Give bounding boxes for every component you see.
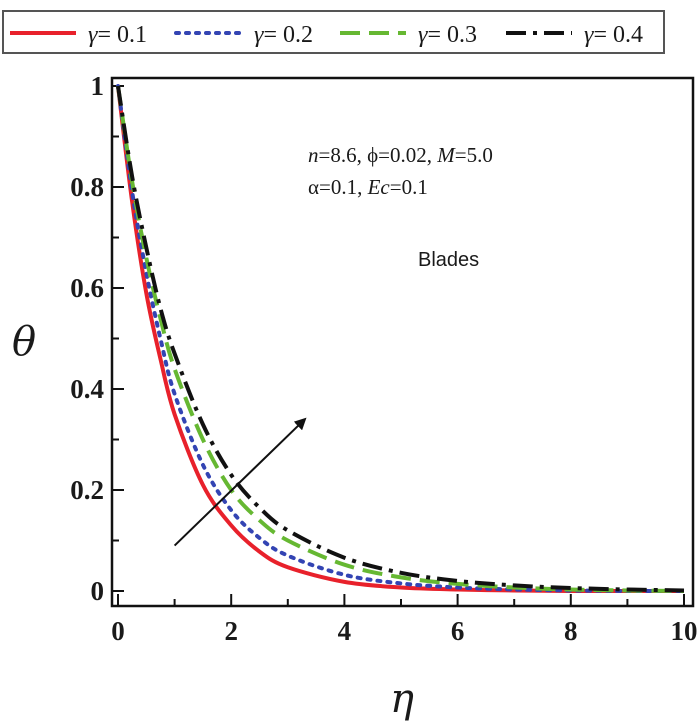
series-line-2 (116, 84, 686, 594)
legend-label-2: γ= 0.2 (254, 22, 313, 48)
x-tick-label: 10 (671, 616, 698, 646)
x-axis-label: η (390, 676, 414, 722)
y-tick-labels: 0 0.2 0.4 0.6 0.8 1 (70, 71, 104, 606)
x-tick-label: 8 (564, 616, 578, 646)
legend-label-1: γ= 0.1 (88, 22, 147, 48)
blades-label: Blades (418, 249, 479, 271)
series-line-3 (116, 85, 685, 593)
params-line-2: α=0.1, Ec=0.1 (308, 175, 428, 199)
series-line-1 (116, 85, 684, 594)
plot-frame (110, 76, 695, 608)
legend: γ= 0.1 γ= 0.2 γ= 0.3 γ= 0.4 (2, 10, 665, 54)
y-tick-label: 0.4 (70, 374, 104, 404)
legend-label-4: γ= 0.4 (584, 22, 643, 48)
series-line-4 (116, 85, 685, 593)
x-tick-label: 6 (451, 616, 465, 646)
x-tick-label: 2 (224, 616, 238, 646)
series-lines (116, 84, 686, 594)
y-tick-label: 0.6 (70, 273, 104, 303)
params-line-1: n=8.6, ϕ=0.02, M=5.0 (308, 143, 493, 167)
legend-label-3: γ= 0.3 (418, 22, 477, 48)
y-tick-label: 0.2 (70, 475, 104, 505)
x-tick-label: 0 (111, 616, 125, 646)
y-tick-label: 0.8 (70, 172, 104, 202)
x-tick-labels: 0 2 4 6 8 10 (111, 616, 697, 646)
x-tick-label: 4 (338, 616, 352, 646)
y-tick-label: 1 (91, 71, 105, 101)
y-axis-label: θ (12, 319, 36, 365)
y-tick-label: 0 (91, 576, 105, 606)
increasing-gamma-arrow (173, 417, 307, 547)
